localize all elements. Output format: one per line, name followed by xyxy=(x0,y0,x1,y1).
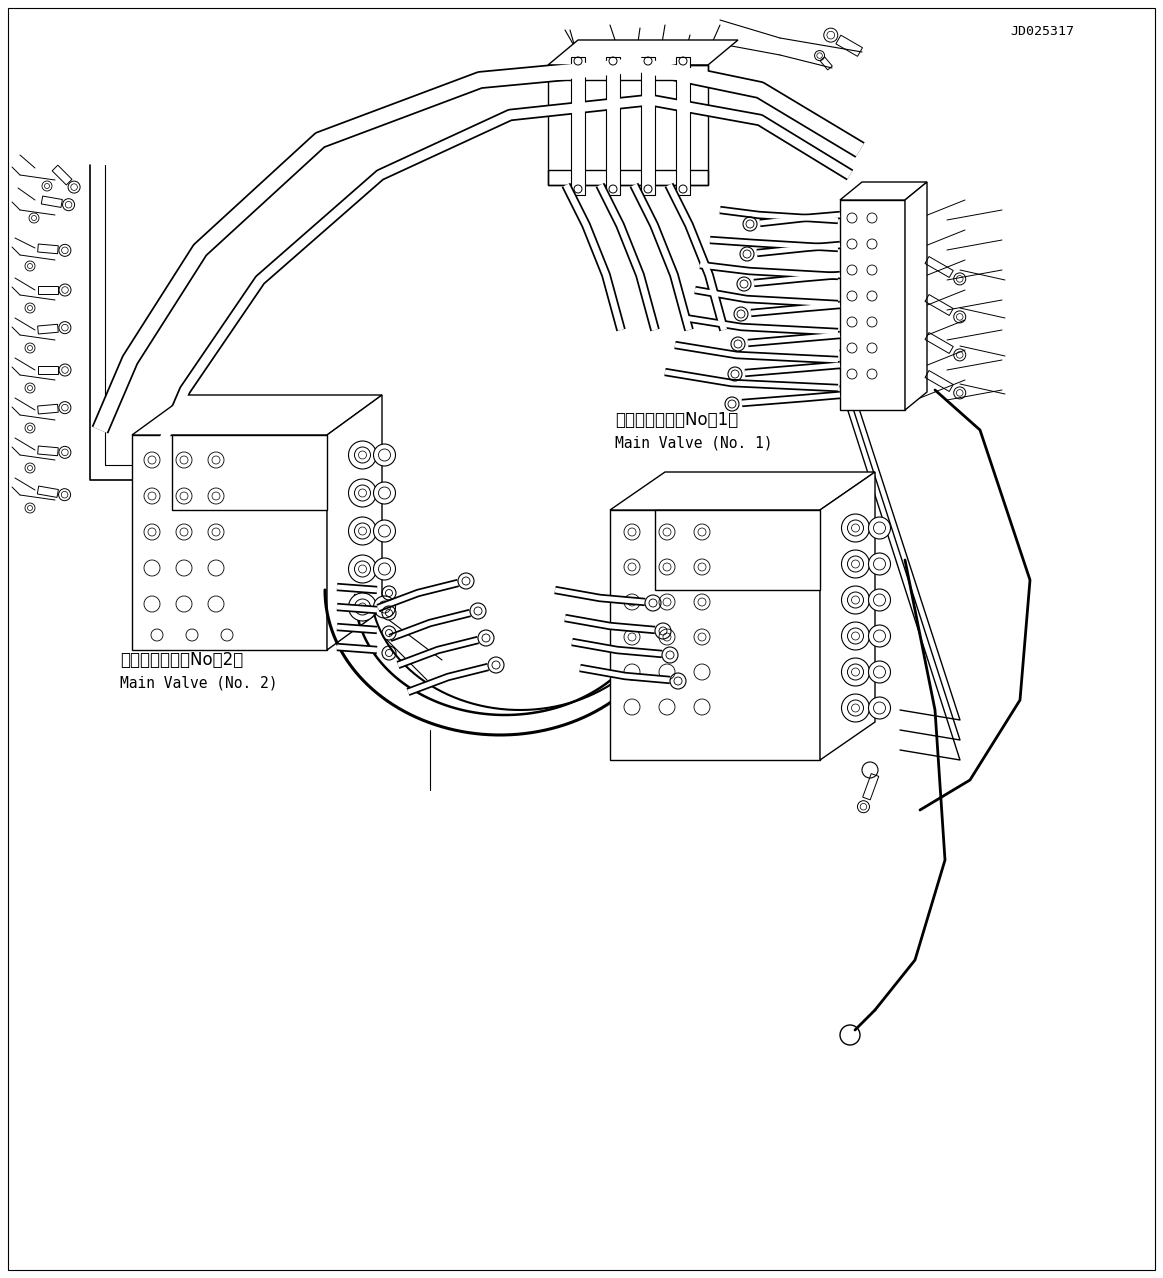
Polygon shape xyxy=(905,181,927,410)
Polygon shape xyxy=(840,181,927,199)
Bar xyxy=(131,435,327,651)
Circle shape xyxy=(373,558,395,580)
Circle shape xyxy=(373,596,395,619)
Circle shape xyxy=(869,553,891,575)
Bar xyxy=(641,58,655,196)
Text: JD025317: JD025317 xyxy=(1009,26,1073,38)
Bar xyxy=(840,199,905,410)
Text: Main Valve (No. 2): Main Valve (No. 2) xyxy=(120,675,278,690)
Circle shape xyxy=(842,587,870,613)
Circle shape xyxy=(842,550,870,578)
Circle shape xyxy=(842,694,870,722)
Text: メインバルブ（No．2）: メインバルブ（No．2） xyxy=(120,651,243,668)
Polygon shape xyxy=(611,472,875,510)
Polygon shape xyxy=(548,170,708,185)
Polygon shape xyxy=(327,395,381,651)
Circle shape xyxy=(869,661,891,682)
Polygon shape xyxy=(548,40,739,65)
Polygon shape xyxy=(820,472,875,760)
Circle shape xyxy=(349,479,377,507)
Bar xyxy=(606,58,620,196)
Circle shape xyxy=(373,520,395,542)
Bar xyxy=(172,435,327,510)
Bar xyxy=(655,510,820,590)
Circle shape xyxy=(349,518,377,544)
Bar xyxy=(571,58,585,196)
Circle shape xyxy=(842,622,870,651)
Polygon shape xyxy=(548,65,708,81)
Text: メインバルブ（No．1）: メインバルブ（No．1） xyxy=(615,412,739,429)
Bar xyxy=(548,65,708,185)
Circle shape xyxy=(869,625,891,647)
Circle shape xyxy=(349,555,377,583)
Circle shape xyxy=(373,443,395,466)
Circle shape xyxy=(842,514,870,542)
Circle shape xyxy=(842,658,870,686)
Polygon shape xyxy=(131,395,381,435)
Circle shape xyxy=(349,593,377,621)
Circle shape xyxy=(349,441,377,469)
Circle shape xyxy=(869,518,891,539)
Circle shape xyxy=(869,697,891,720)
Bar xyxy=(676,58,690,196)
Text: Main Valve (No. 1): Main Valve (No. 1) xyxy=(615,435,772,450)
Circle shape xyxy=(869,589,891,611)
Circle shape xyxy=(373,482,395,504)
Bar xyxy=(611,510,820,760)
